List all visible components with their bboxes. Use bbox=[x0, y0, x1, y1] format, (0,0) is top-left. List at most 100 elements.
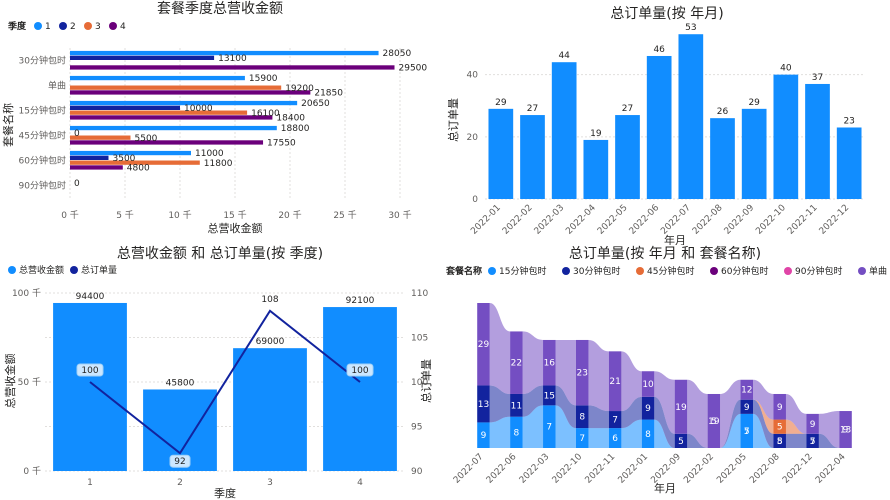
chart-orders-by-month-and-package: 总订单量(按 年月 和 套餐名称) 套餐名称 15分钟包时 30分钟包时 45分钟包时… bbox=[446, 246, 887, 495]
bar bbox=[70, 105, 180, 110]
data-label: 11000 bbox=[195, 149, 224, 159]
data-label: 8 bbox=[777, 437, 783, 447]
ribbon bbox=[489, 416, 511, 448]
bar bbox=[70, 135, 131, 140]
ribbon bbox=[489, 303, 511, 394]
legend-label: 总营收金额 bbox=[19, 264, 64, 276]
bar bbox=[520, 115, 545, 199]
x-tick-label: 2022-04 bbox=[564, 203, 598, 237]
data-label: 16100 bbox=[251, 109, 280, 119]
data-label: 10000 bbox=[184, 104, 213, 114]
segment bbox=[641, 396, 655, 420]
bar bbox=[70, 125, 277, 131]
data-label: 5 bbox=[810, 437, 816, 447]
legend-label: 4 bbox=[120, 22, 126, 32]
data-label: 29 bbox=[748, 98, 760, 108]
data-label: 9 bbox=[645, 404, 651, 414]
line-data-label: 100 bbox=[351, 366, 368, 376]
panel-orders-by-month: 总订单量(按 年月) 29 27 44 19 27 46 53 26 29 40 37 23 0 20 4… bbox=[445, 0, 890, 245]
segment bbox=[543, 405, 556, 448]
data-label: 23 bbox=[576, 369, 587, 379]
data-label: 29500 bbox=[399, 64, 428, 74]
data-label: 29 bbox=[478, 340, 490, 350]
x-tick-label: 2022-08 bbox=[748, 452, 782, 486]
segment bbox=[641, 419, 655, 448]
legend: 季度 1 2 3 4 bbox=[7, 20, 126, 32]
chart-title: 总订单量(按 年月) bbox=[610, 6, 723, 22]
legend-label: 1 bbox=[45, 22, 51, 32]
x-tick-label: 5 千 bbox=[116, 210, 134, 221]
segment bbox=[575, 428, 589, 448]
segment bbox=[740, 379, 754, 400]
x-tick-label: 2022-12 bbox=[781, 452, 815, 486]
bar bbox=[710, 118, 735, 199]
segment bbox=[477, 422, 490, 448]
line-data-label: 92 bbox=[174, 457, 185, 467]
data-label: 7 bbox=[546, 423, 552, 433]
bar bbox=[70, 100, 298, 106]
bar bbox=[70, 85, 282, 90]
legend: 套餐名称 15分钟包时 30分钟包时 45分钟包时 60分钟包时 90分钟包时 单曲 bbox=[446, 265, 887, 277]
segment bbox=[641, 371, 655, 397]
y-tick-label: 单曲 bbox=[48, 80, 66, 92]
panel-quarterly-revenue-by-package: 套餐季度总营收金额 季度 1 2 3 4 28050 13100 29500 15900 192… bbox=[0, 0, 440, 245]
legend-label: 单曲 bbox=[869, 265, 887, 277]
legend-marker bbox=[636, 267, 644, 275]
data-label: 9 bbox=[744, 403, 750, 413]
series-line bbox=[89, 309, 361, 455]
bar bbox=[53, 302, 127, 471]
y-tick-label: 40 bbox=[467, 71, 479, 81]
ribbon bbox=[654, 371, 675, 434]
ribbon bbox=[753, 399, 774, 434]
ribbon bbox=[522, 405, 544, 448]
y-tick-label: 0 千 bbox=[23, 466, 41, 477]
segment bbox=[773, 419, 786, 434]
data-label: 13100 bbox=[218, 54, 247, 64]
bar bbox=[70, 165, 123, 170]
x-tick-label: 2022-07 bbox=[452, 452, 486, 486]
x-tick-label: 20 千 bbox=[278, 210, 301, 221]
y-tick-label: 30分钟包时 bbox=[19, 55, 66, 67]
segment bbox=[608, 428, 622, 448]
data-label: 26 bbox=[717, 107, 729, 117]
chart-title: 总订单量(按 年月 和 套餐名称) bbox=[569, 246, 761, 262]
data-label: 5 bbox=[711, 417, 717, 427]
ribbon bbox=[753, 379, 774, 420]
line-data-label-box bbox=[76, 363, 104, 377]
bar bbox=[70, 65, 395, 70]
y-tick-label: 90分钟包时 bbox=[19, 180, 66, 192]
data-label: 20650 bbox=[301, 99, 330, 109]
legend-marker bbox=[70, 266, 78, 274]
data-label: 6 bbox=[612, 434, 618, 444]
y2-tick-label: 105 bbox=[411, 334, 428, 344]
data-label: 53 bbox=[685, 23, 696, 33]
data-label: 11 bbox=[511, 401, 522, 411]
legend-marker bbox=[784, 267, 792, 275]
x-tick-label: 2022-10 bbox=[754, 203, 788, 237]
data-label: 13 bbox=[478, 400, 489, 410]
bar-data-label: 92100 bbox=[346, 296, 375, 306]
legend-marker bbox=[109, 22, 117, 30]
bar bbox=[488, 108, 514, 199]
segment bbox=[773, 393, 786, 420]
chart-orders-by-month: 总订单量(按 年月) 29 27 44 19 27 46 53 26 29 40 37 23 0 20 4… bbox=[446, 6, 865, 245]
x-tick-label: 2 bbox=[177, 478, 183, 488]
segment bbox=[707, 393, 721, 448]
bar bbox=[70, 140, 264, 145]
data-label: 18400 bbox=[276, 114, 305, 124]
legend-title: 套餐名称 bbox=[446, 265, 482, 277]
legend-label: 45分钟包时 bbox=[647, 265, 694, 277]
data-label: 23 bbox=[843, 116, 854, 126]
legend-label: 总订单量 bbox=[81, 264, 117, 276]
data-label: 5 bbox=[777, 423, 783, 433]
legend-marker bbox=[710, 267, 718, 275]
data-label: 40 bbox=[780, 64, 792, 74]
line-data-label: 100 bbox=[81, 366, 98, 376]
segment bbox=[543, 339, 556, 386]
ribbon bbox=[785, 433, 807, 448]
y2-tick-label: 90 bbox=[411, 467, 423, 477]
legend-marker bbox=[84, 22, 92, 30]
x-tick-label: 2022-06 bbox=[485, 452, 519, 486]
data-label: 19 bbox=[708, 417, 720, 427]
x-tick-label: 2022-09 bbox=[649, 452, 683, 486]
